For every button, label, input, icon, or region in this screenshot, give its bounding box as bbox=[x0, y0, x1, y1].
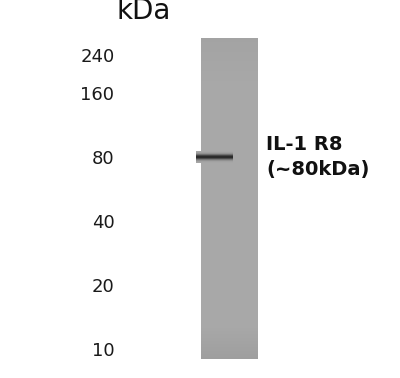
Text: kDa: kDa bbox=[117, 0, 171, 25]
Text: IL-1 R8
(~80kDa): IL-1 R8 (~80kDa) bbox=[266, 135, 370, 179]
